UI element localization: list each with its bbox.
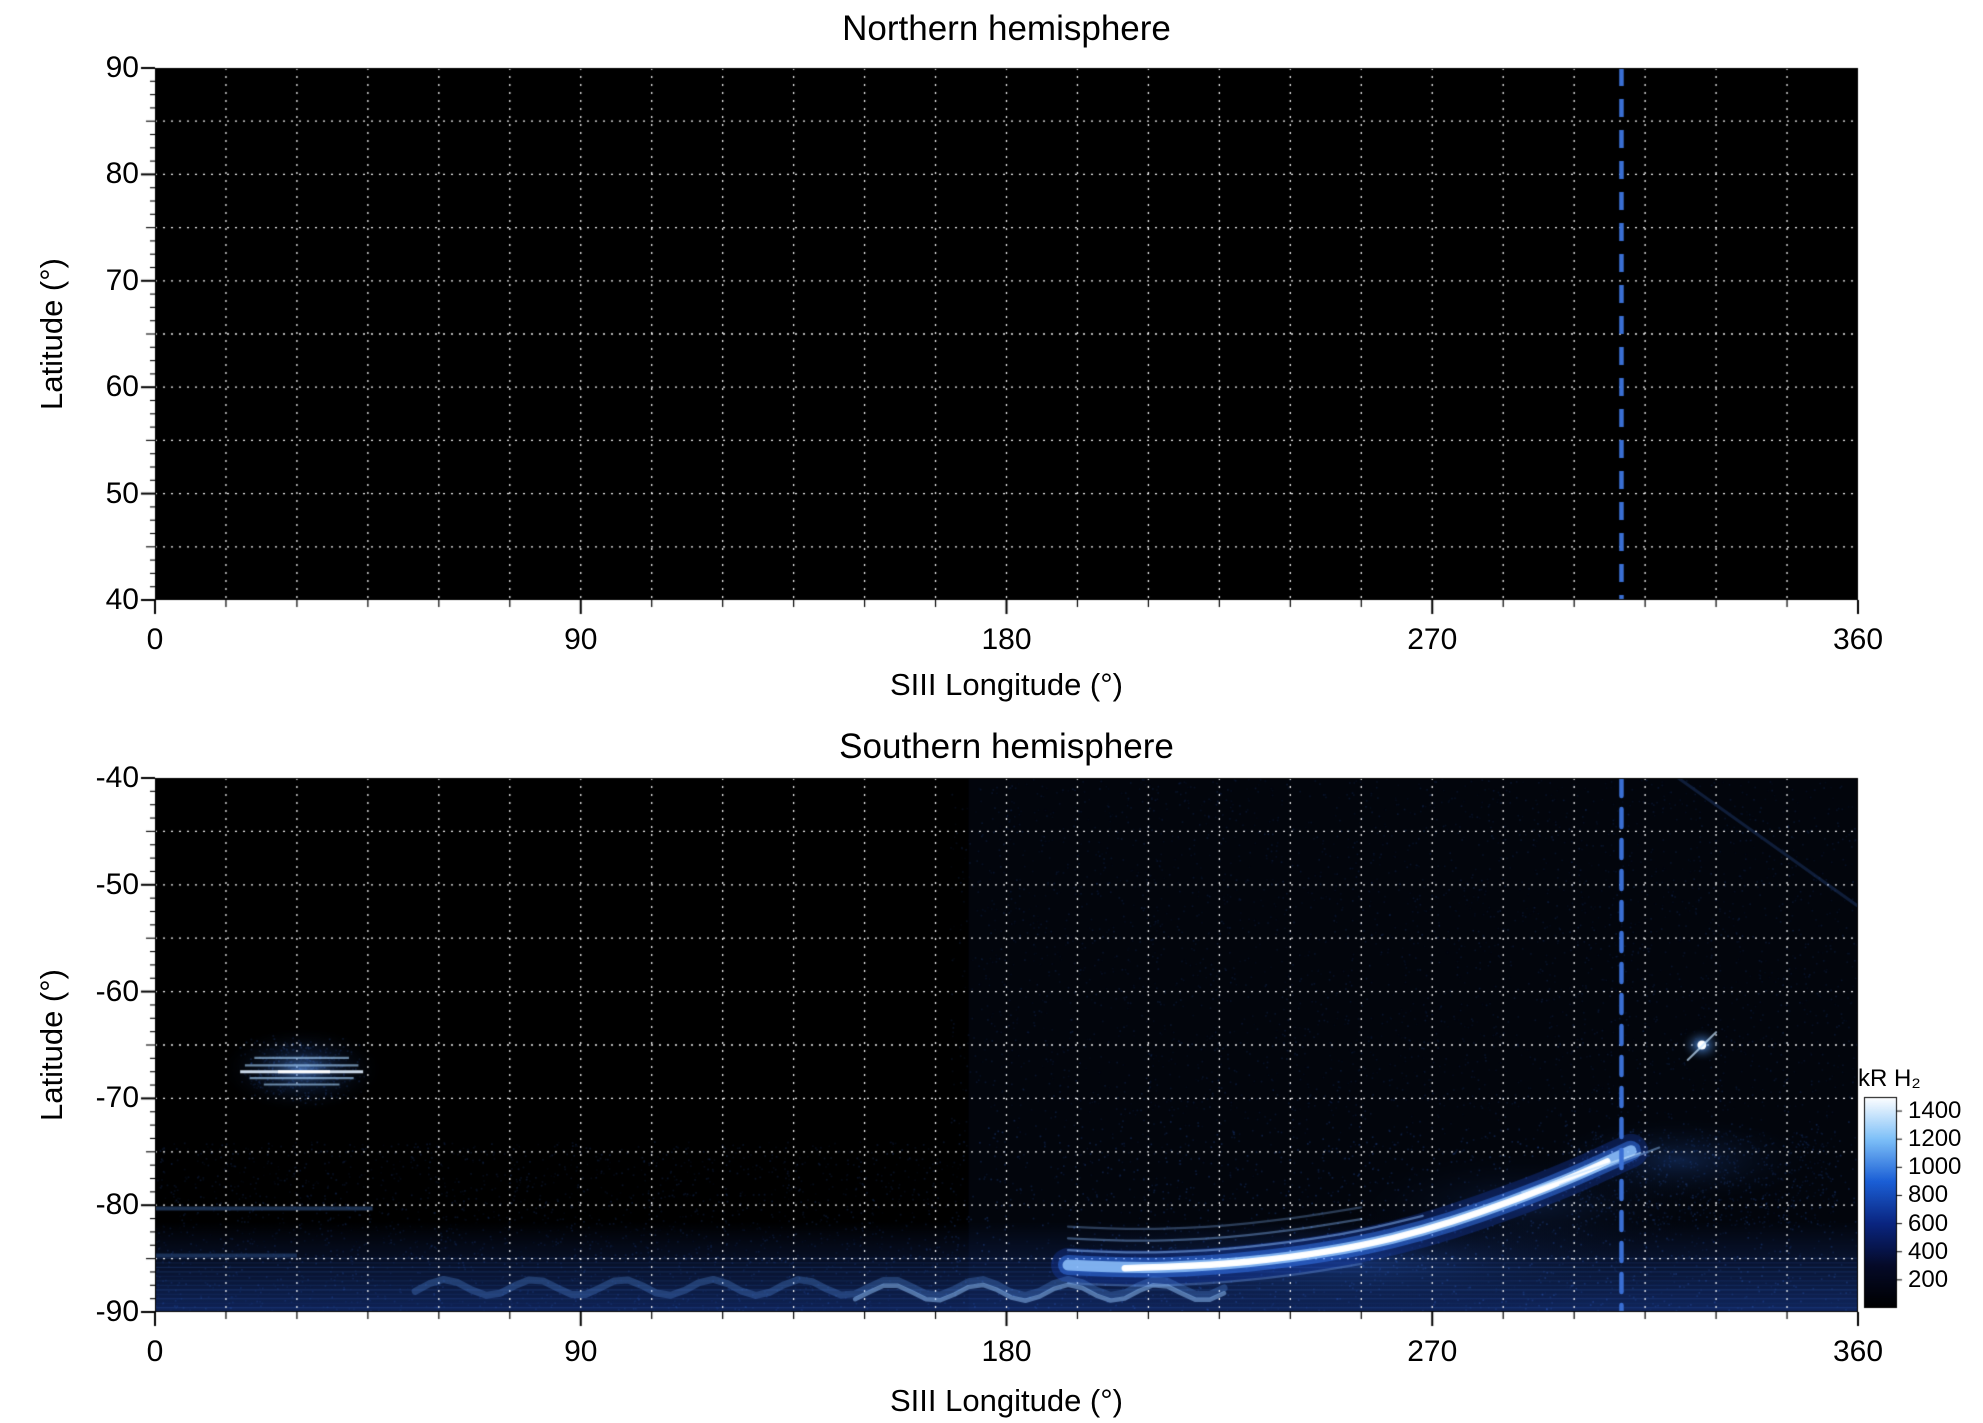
north-x-axis-label: SIII Longitude (°) — [890, 667, 1123, 702]
south-y-axis-label: Latitude (°) — [34, 969, 69, 1121]
south-panel-title: Southern hemisphere — [839, 727, 1174, 766]
south-x-axis-label: SIII Longitude (°) — [890, 1383, 1123, 1418]
north-panel-title: Northern hemisphere — [842, 9, 1171, 48]
colorbar-label: kR H₂ — [1858, 1065, 1921, 1092]
north-y-axis-label: Latitude (°) — [34, 258, 69, 410]
